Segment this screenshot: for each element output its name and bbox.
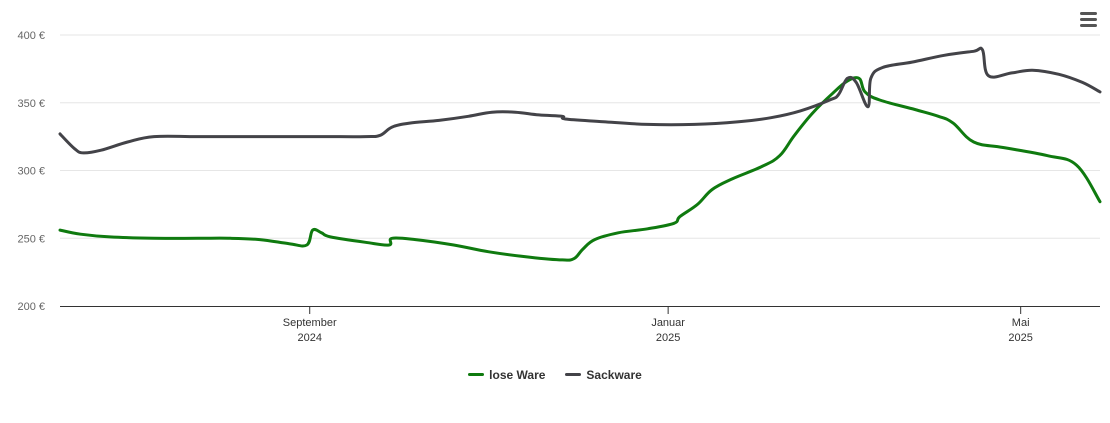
- legend-item-0[interactable]: lose Ware: [468, 368, 545, 382]
- x-tick-label: September: [283, 317, 337, 329]
- x-tick-sublabel: 2024: [297, 332, 321, 344]
- legend-label: Sackware: [586, 367, 642, 382]
- series-line-0[interactable]: [58, 76, 1102, 262]
- y-axis-tick-labels: 200 € 250 € 300 € 350 € 400 €: [17, 30, 45, 313]
- hamburger-menu-icon: [1080, 12, 1097, 15]
- x-tick-label: Mai: [1012, 317, 1030, 329]
- chart-legend: lose Ware Sackware: [0, 365, 1110, 382]
- x-tick-sublabel: 2025: [1008, 332, 1032, 344]
- legend-label: lose Ware: [489, 367, 546, 382]
- x-tick-label: Januar: [651, 317, 685, 329]
- chart-menu-button[interactable]: [1078, 12, 1100, 32]
- x-tick-sublabel: 2025: [656, 332, 680, 344]
- legend-swatch: [565, 373, 582, 376]
- series-line-1[interactable]: [58, 46, 1102, 155]
- legend-swatch: [468, 373, 485, 376]
- series-lines: [58, 46, 1102, 262]
- y-tick-label: 250 €: [17, 233, 45, 245]
- y-tick-label: 350 €: [17, 98, 45, 110]
- y-tick-label: 300 €: [17, 166, 45, 178]
- y-gridlines: [60, 34, 1100, 239]
- y-tick-label: 400 €: [17, 30, 45, 42]
- x-axis: September 2024 Januar 2025 Mai 2025: [60, 306, 1100, 344]
- legend-item-1[interactable]: Sackware: [565, 367, 642, 382]
- y-tick-label: 200 €: [17, 301, 45, 313]
